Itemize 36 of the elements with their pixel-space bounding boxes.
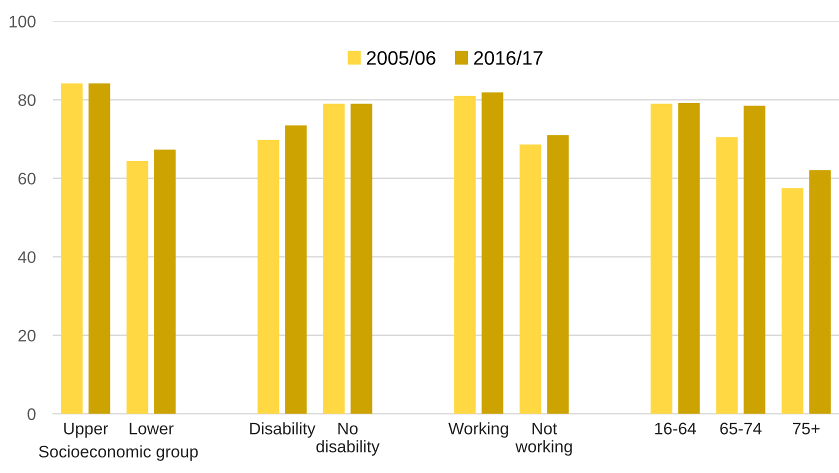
bar (126, 161, 148, 414)
y-tick-label: 0 (28, 408, 36, 420)
bar (154, 150, 176, 414)
bar (744, 106, 766, 414)
y-tick-label: 60 (18, 172, 36, 185)
bar (782, 188, 804, 414)
text: Socioeconomic group (38, 445, 198, 461)
bar (678, 102, 700, 414)
x-tick-label: Not working (515, 422, 572, 456)
x-tick-label: Working (448, 422, 508, 438)
bar (650, 104, 672, 414)
y-tick-label: 20 (18, 330, 36, 342)
bar (809, 170, 831, 414)
y-tick-label: 100 (10, 16, 36, 28)
x-tick-label: 65-74 (720, 422, 762, 434)
y-tick-label: 40 (18, 251, 36, 264)
legend-label: 2016/17 (474, 50, 542, 65)
bar (285, 125, 307, 414)
bar (547, 135, 569, 414)
bar (61, 83, 83, 414)
x-tick-label: 75+ (792, 422, 820, 434)
x-tick-label: Lower (130, 422, 174, 434)
bar (520, 144, 542, 414)
bar (88, 83, 110, 414)
bar (716, 137, 738, 414)
x-tick-label: 16-64 (655, 422, 696, 434)
y-tick-label: 80 (18, 94, 36, 106)
bar (482, 92, 504, 414)
bar (258, 140, 280, 414)
bar (454, 96, 476, 414)
x-tick-label: Disability (250, 422, 316, 438)
x-tick-label: Upper (64, 422, 108, 438)
bar (323, 104, 345, 414)
x-tick-label: No disability (316, 422, 380, 456)
bar (350, 104, 372, 414)
legend-label: 2005/06 (366, 50, 436, 65)
